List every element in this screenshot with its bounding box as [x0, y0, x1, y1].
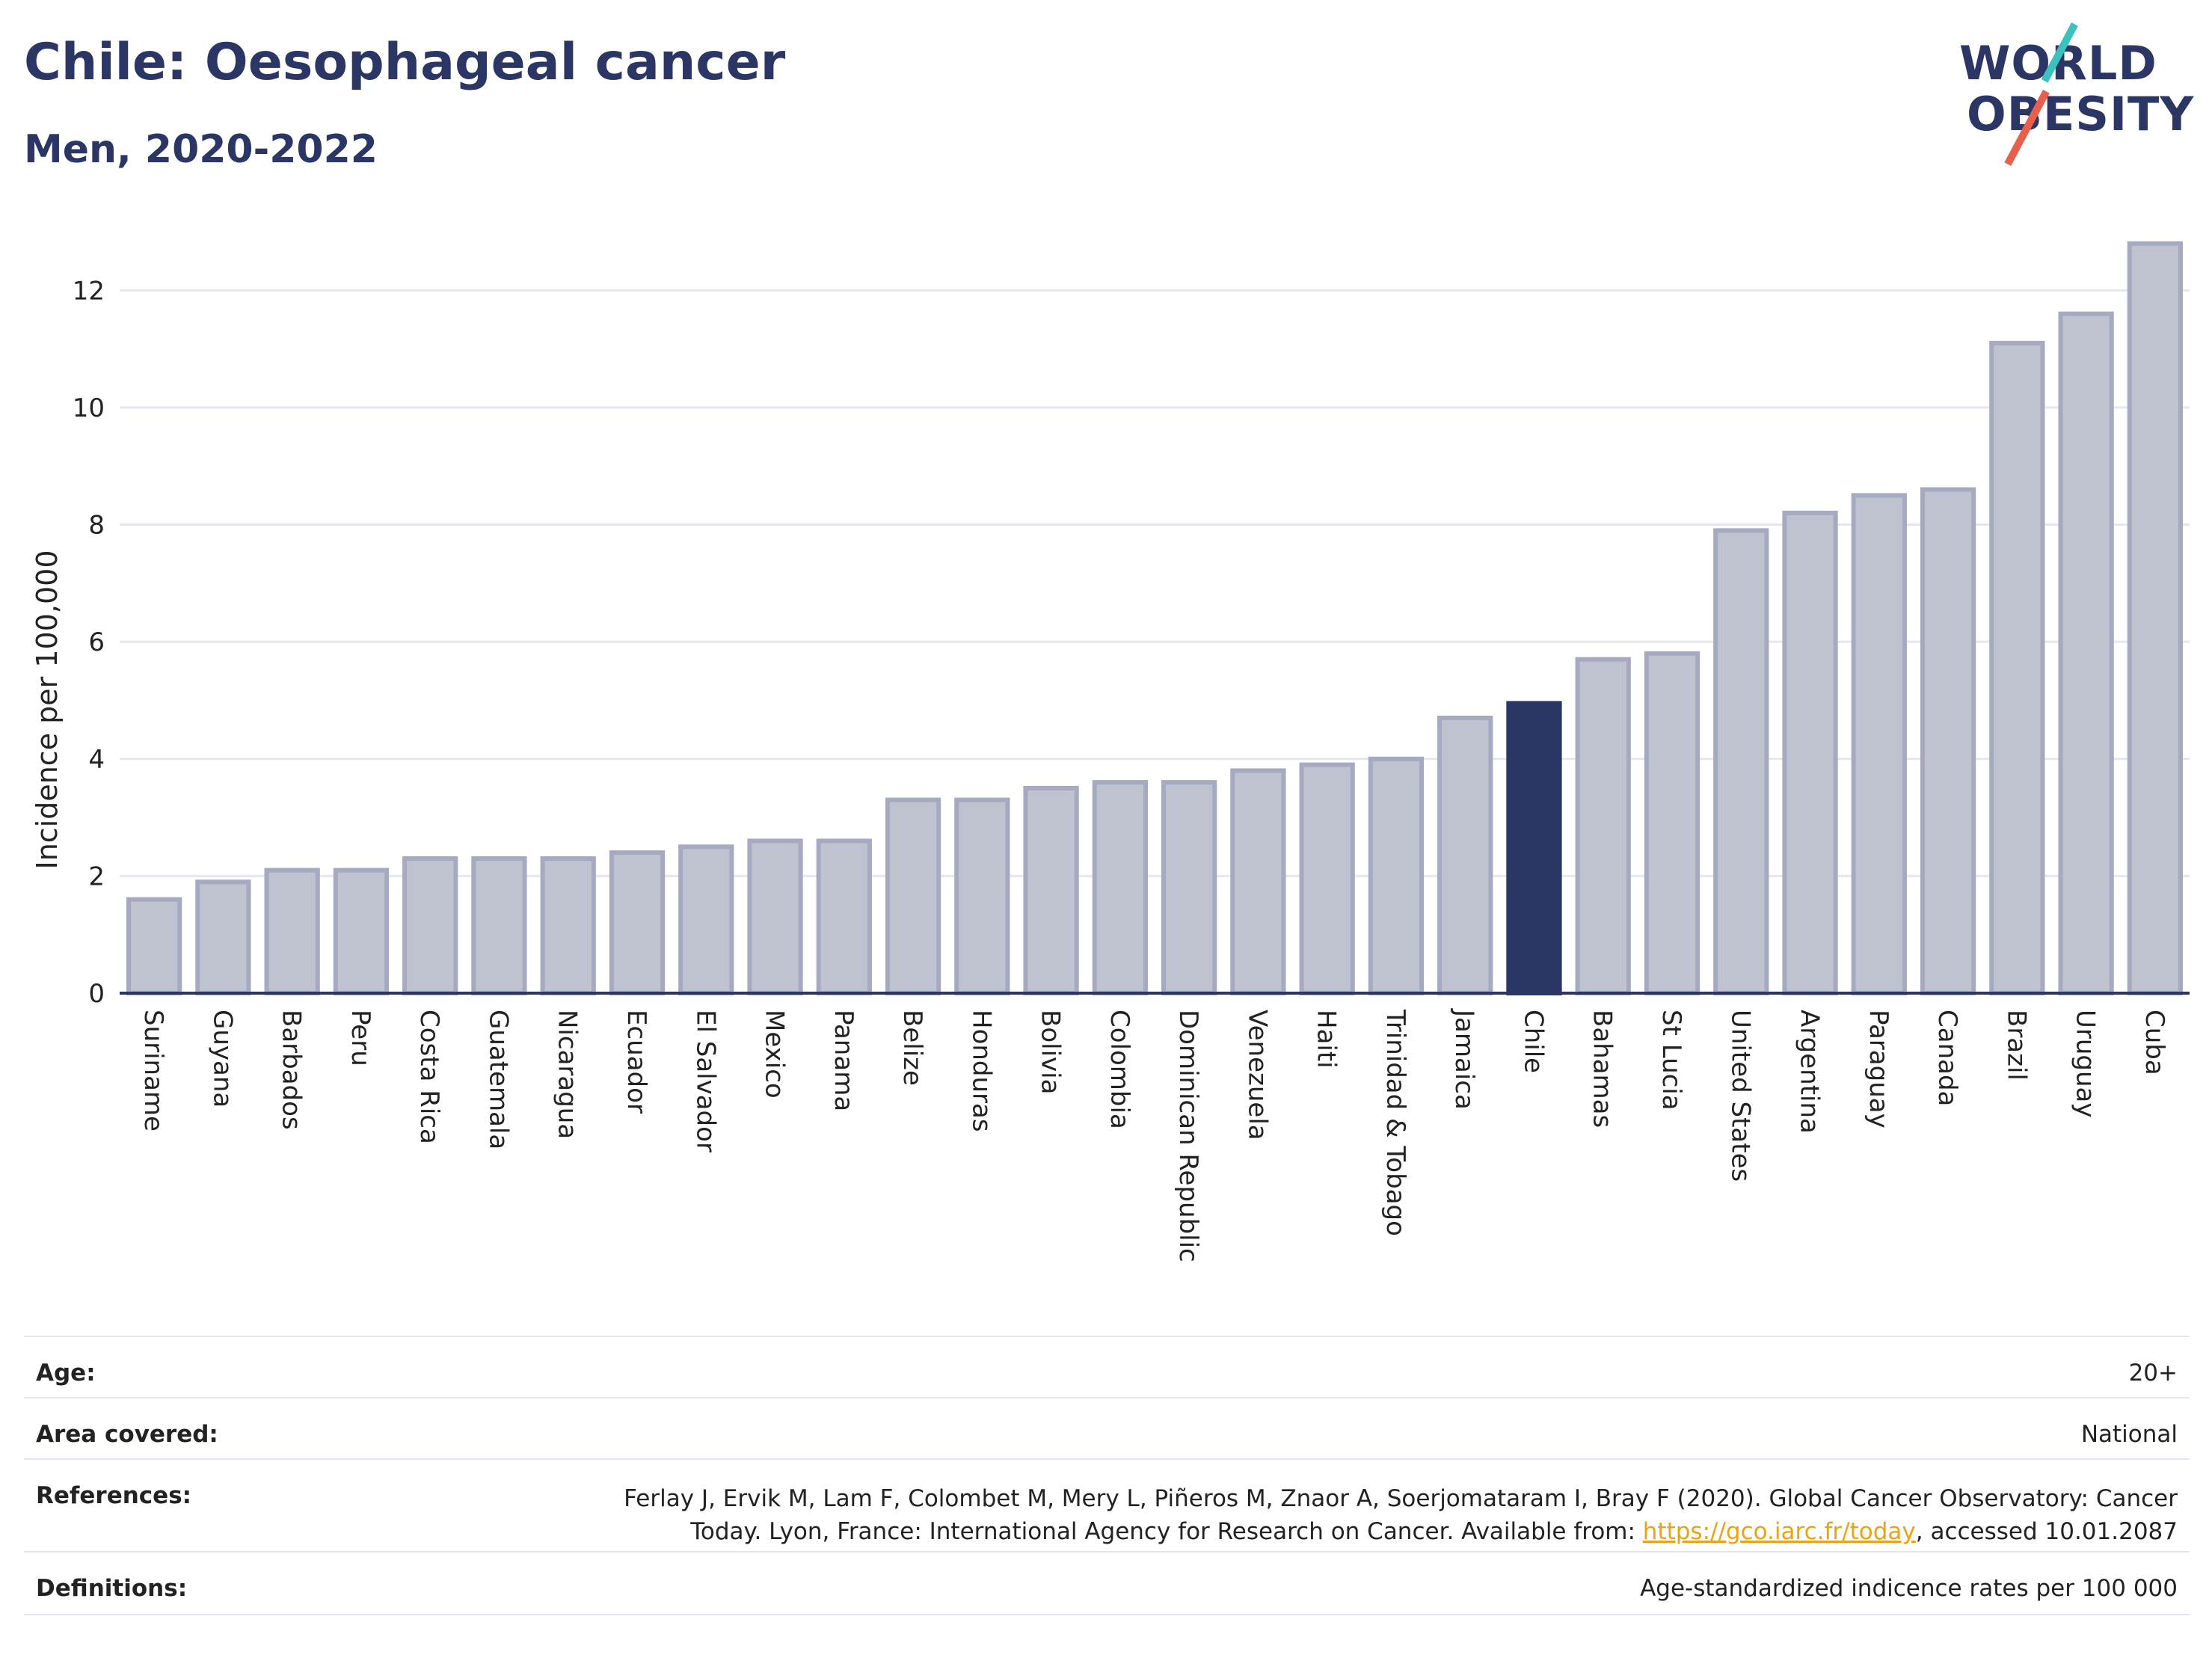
references-value: Ferlay J, Ervik M, Lam F, Colombet M, Me… [624, 1482, 2178, 1548]
definitions-value: Age-standardized indicence rates per 100… [1640, 1575, 2178, 1602]
x-category-label: Bahamas [1588, 1010, 1617, 1128]
bar-panama [816, 838, 872, 996]
bar-canada [1920, 487, 1976, 995]
bar-guyana [195, 879, 251, 995]
x-category-label: Costa Rica [414, 1010, 444, 1144]
bar-honduras [954, 797, 1010, 995]
bar-chart: 0 2 4 6 8 10 12 Suriname Guyana Barbados Peru Cost… [31, 241, 2190, 1262]
bar-costa-rica [402, 856, 458, 996]
logo-line2: OBESITY [1967, 87, 2195, 141]
x-category-label: Honduras [966, 1010, 996, 1132]
x-category-label: Trinidad & Tobago [1380, 1009, 1410, 1236]
x-category-label: Mexico [760, 1010, 790, 1099]
area-label: Area covered: [36, 1421, 218, 1448]
x-category-label: Dominican Republic [1173, 1010, 1203, 1262]
info-row-definitions: Definitions: Age-standardized indicence … [24, 1551, 2190, 1615]
bars [126, 241, 2184, 996]
bar-peru [333, 868, 390, 995]
x-category-label: Panama [829, 1010, 858, 1111]
x-category-label: Suriname [138, 1010, 168, 1132]
bar-haiti [1299, 762, 1355, 995]
chart-title: Chile: Oesophageal cancer [24, 33, 786, 92]
area-value: National [2080, 1421, 2178, 1448]
bar-jamaica [1437, 715, 1493, 995]
references-line2-pre: Today. Lyon, France: International Agenc… [690, 1518, 1643, 1545]
bar-st-lucia [1644, 651, 1701, 995]
x-category-label: Jamaica [1449, 1008, 1479, 1110]
age-label: Age: [36, 1360, 96, 1387]
x-category-label: Bolivia [1036, 1010, 1066, 1094]
grid-lines [120, 289, 2190, 877]
bar-ecuador [609, 850, 666, 995]
y-tick-label: 10 [73, 393, 105, 423]
y-tick-label: 0 [88, 979, 105, 1009]
x-category-label: Brazil [2001, 1010, 2031, 1081]
x-category-label: Chile [1518, 1010, 1548, 1073]
references-label: References: [36, 1482, 192, 1509]
bar-belize [885, 797, 941, 995]
x-category-label: Belize [897, 1010, 927, 1086]
x-category-label: Colombia [1105, 1010, 1134, 1129]
y-tick-label: 6 [88, 627, 105, 657]
x-category-label: Nicaragua [553, 1010, 583, 1139]
x-category-label: El Salvador [690, 1010, 720, 1152]
bar-bahamas [1575, 657, 1631, 996]
x-category-label: Paraguay [1864, 1010, 1893, 1129]
x-category-label: Argentina [1795, 1010, 1825, 1134]
x-category-labels: Suriname Guyana Barbados Peru Costa Rica Guat… [138, 1008, 2169, 1262]
y-tick-label: 2 [88, 862, 105, 891]
x-category-label: Barbados [277, 1010, 307, 1130]
info-row-references: References: Ferlay J, Ervik M, Lam F, Co… [24, 1458, 2190, 1553]
bar-mexico [747, 838, 803, 996]
bar-venezuela [1230, 768, 1286, 996]
bar-colombia [1092, 780, 1149, 995]
bar-argentina [1782, 510, 1838, 995]
definitions-label: Definitions: [36, 1575, 188, 1602]
bar-brazil [1989, 340, 2045, 995]
age-value: 20+ [2128, 1360, 2178, 1387]
bar-barbados [264, 868, 320, 995]
references-line2: Today. Lyon, France: International Agenc… [624, 1515, 2178, 1548]
chart-subtitle: Men, 2020-2022 [24, 127, 378, 172]
x-category-label: United States [1725, 1010, 1755, 1182]
bar-dominican-republic [1161, 780, 1217, 995]
info-row-area: Area covered: National [24, 1397, 2190, 1460]
bar-trinidad-tobago [1368, 756, 1425, 995]
y-tick-label: 12 [73, 276, 105, 306]
bar-el-salvador [678, 844, 734, 995]
bar-bolivia [1023, 785, 1079, 996]
y-axis-title: Incidence per 100,000 [31, 550, 64, 869]
x-category-label: St Lucia [1656, 1010, 1686, 1111]
references-line2-post: , accessed 10.01.2087 [1915, 1518, 2178, 1545]
info-row-age: Age: 20+ [24, 1336, 2190, 1398]
bar-guatemala [471, 856, 527, 996]
x-category-label: Venezuela [1242, 1010, 1272, 1140]
info-table: Age: 20+ Area covered: National Referenc… [24, 1336, 2190, 1620]
x-category-label: Uruguay [2071, 1010, 2101, 1118]
x-category-label: Guatemala [483, 1010, 513, 1149]
y-tick-labels: 0 2 4 6 8 10 12 [73, 276, 105, 1009]
y-tick-label: 8 [88, 511, 105, 541]
bar-uruguay [2058, 311, 2114, 995]
bar-suriname [126, 897, 182, 995]
x-category-label: Guyana [207, 1010, 237, 1108]
references-line1: Ferlay J, Ervik M, Lam F, Colombet M, Me… [624, 1485, 2178, 1512]
bar-united-states [1713, 528, 1769, 995]
y-tick-label: 4 [88, 745, 105, 775]
x-category-label: Canada [1932, 1010, 1962, 1106]
bar-paraguay [1851, 493, 1907, 995]
bar-cuba [2127, 241, 2184, 995]
x-category-label: Ecuador [621, 1010, 651, 1114]
bar-chile [1506, 701, 1562, 996]
x-category-label: Cuba [2139, 1010, 2169, 1075]
world-obesity-logo: WORLD OBESITY [1944, 22, 2199, 166]
bar-nicaragua [540, 856, 596, 996]
x-category-label: Haiti [1312, 1010, 1342, 1069]
references-link[interactable]: https://gco.iarc.fr/today [1642, 1518, 1916, 1545]
x-category-label: Peru [345, 1010, 375, 1066]
